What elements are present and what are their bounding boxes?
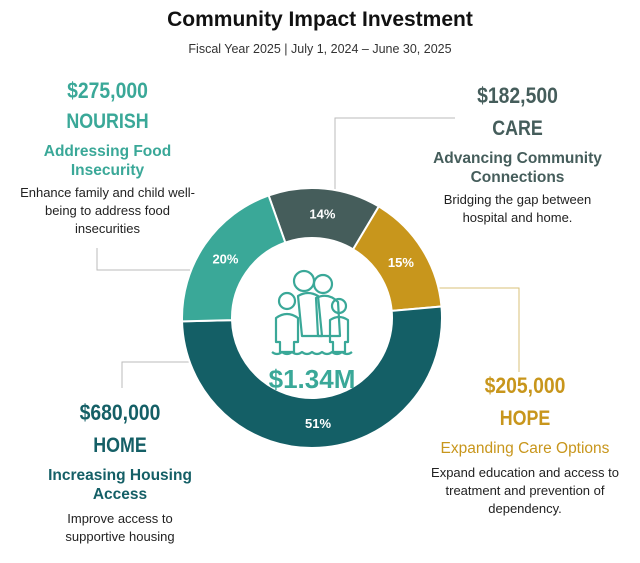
slice-label: 51% <box>305 416 331 431</box>
program-amount: $182,500 <box>477 83 558 108</box>
leader-line-nourish <box>96 248 190 271</box>
leader-line-care <box>334 117 455 200</box>
program-description: Bridging the gap between hospital and ho… <box>443 192 592 225</box>
slice-label: 15% <box>388 255 414 270</box>
program-hope: $205,000 HOPE Expanding Care Options Exp… <box>420 373 630 518</box>
family-icon <box>271 269 353 356</box>
program-amount: $680,000 <box>79 400 161 425</box>
leader-line-home <box>121 361 190 388</box>
program-name: HOPE <box>499 407 551 430</box>
program-amount: $205,000 <box>484 373 566 398</box>
program-heading: Addressing Food Insecurity <box>43 143 172 179</box>
program-description: Enhance family and child well-being to a… <box>20 185 195 236</box>
program-description: Expand education and access to treatment… <box>431 465 619 516</box>
program-amount: $275,000 <box>67 78 148 103</box>
page-subtitle: Fiscal Year 2025 | July 1, 2024 – June 3… <box>188 42 452 56</box>
program-home: $680,000 HOME Increasing Housing Access … <box>35 400 205 546</box>
slice-nourish <box>181 194 287 323</box>
program-name: CARE <box>492 117 543 140</box>
program-care: $182,500 CARE Advancing Community Connec… <box>410 83 625 227</box>
program-heading: Expanding Care Options <box>440 440 610 457</box>
slice-home <box>181 305 443 449</box>
leader-line-hope <box>435 287 520 372</box>
program-heading: Increasing Housing Access <box>48 467 192 503</box>
page-title: Community Impact Investment <box>167 8 473 31</box>
slice-label: 14% <box>309 207 335 222</box>
program-description: Improve access to supportive housing <box>65 511 175 544</box>
program-name: HOME <box>93 434 147 457</box>
center-total: $1.34M <box>269 364 356 394</box>
program-heading: Advancing Community Connections <box>433 150 602 186</box>
program-nourish: $275,000 NOURISH Addressing Food Insecur… <box>20 78 195 238</box>
slice-label: 20% <box>212 252 238 267</box>
program-name: NOURISH <box>66 110 149 133</box>
